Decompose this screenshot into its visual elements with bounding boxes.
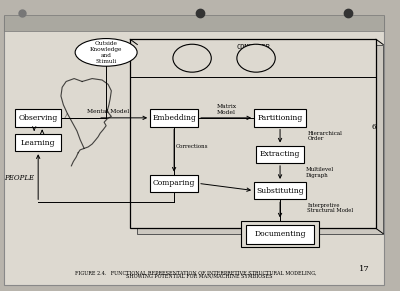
FancyBboxPatch shape bbox=[246, 225, 314, 244]
FancyBboxPatch shape bbox=[15, 134, 61, 151]
Text: Interpretive
Structural Model: Interpretive Structural Model bbox=[307, 203, 353, 214]
Text: Outside
Knowledge
and
Stimuli: Outside Knowledge and Stimuli bbox=[90, 41, 122, 63]
Text: FIGURE 2.4.   FUNCTIONAL REPRESENTATION OF INTERPRETIVE STRUCTURAL MODELING,: FIGURE 2.4. FUNCTIONAL REPRESENTATION OF… bbox=[75, 270, 317, 276]
Text: PEOPLE: PEOPLE bbox=[4, 173, 34, 182]
Text: COMPUTER: COMPUTER bbox=[236, 44, 270, 49]
Text: Substituting: Substituting bbox=[256, 187, 304, 195]
FancyBboxPatch shape bbox=[241, 221, 319, 247]
Text: 6: 6 bbox=[372, 123, 376, 131]
Text: Matrix
Model: Matrix Model bbox=[216, 104, 236, 115]
Circle shape bbox=[173, 44, 211, 72]
FancyBboxPatch shape bbox=[130, 39, 376, 228]
FancyBboxPatch shape bbox=[15, 109, 61, 127]
Text: Hierarchical
Order: Hierarchical Order bbox=[308, 131, 343, 141]
Text: Multilevel
Digraph: Multilevel Digraph bbox=[306, 167, 334, 178]
FancyBboxPatch shape bbox=[4, 16, 384, 285]
FancyBboxPatch shape bbox=[137, 45, 383, 234]
Text: Corrections: Corrections bbox=[176, 144, 209, 149]
Text: 17: 17 bbox=[359, 265, 369, 273]
Text: SHOWING POTENTIAL FOR MAN/MACHINE SYMBIOSES: SHOWING POTENTIAL FOR MAN/MACHINE SYMBIO… bbox=[120, 274, 272, 279]
Circle shape bbox=[237, 44, 275, 72]
FancyBboxPatch shape bbox=[150, 175, 198, 192]
Text: Extracting: Extracting bbox=[260, 150, 300, 158]
Text: Documenting: Documenting bbox=[254, 230, 306, 238]
Text: Comparing: Comparing bbox=[153, 179, 195, 187]
Text: Partitioning: Partitioning bbox=[258, 114, 303, 122]
Ellipse shape bbox=[75, 39, 137, 66]
FancyBboxPatch shape bbox=[256, 146, 304, 163]
FancyBboxPatch shape bbox=[254, 182, 306, 199]
FancyBboxPatch shape bbox=[4, 15, 384, 31]
Text: Mental Model: Mental Model bbox=[87, 109, 129, 114]
FancyBboxPatch shape bbox=[254, 109, 306, 127]
FancyBboxPatch shape bbox=[150, 109, 198, 127]
Text: Observing: Observing bbox=[18, 114, 58, 122]
Text: Embedding: Embedding bbox=[152, 114, 196, 122]
Text: Learning: Learning bbox=[21, 139, 56, 147]
